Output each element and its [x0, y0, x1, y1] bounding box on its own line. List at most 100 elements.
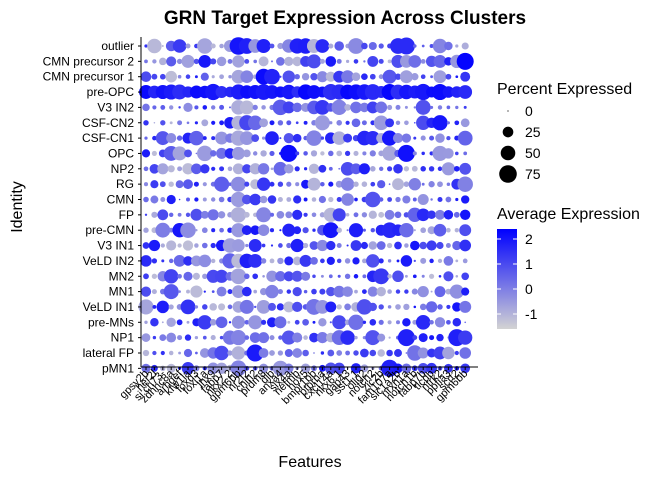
dot: [455, 275, 459, 278]
dot: [311, 288, 317, 295]
dot: [361, 181, 368, 187]
dot: [435, 209, 445, 220]
dot: [269, 43, 275, 49]
dot: [359, 102, 370, 113]
dot: [166, 133, 177, 144]
dot: [152, 59, 157, 64]
dot: [368, 210, 377, 219]
dot: [230, 191, 247, 208]
dot: [463, 151, 468, 156]
dot: [229, 106, 231, 109]
dot: [168, 181, 174, 187]
dot: [464, 321, 467, 324]
color-legend-label: 1: [525, 256, 533, 272]
dot: [168, 227, 174, 233]
dot: [430, 105, 434, 109]
dot: [429, 335, 435, 341]
dot: [413, 259, 416, 263]
dot: [397, 329, 415, 347]
dot: [264, 68, 280, 85]
y-tick-label: lateral FP: [83, 346, 134, 360]
dot: [419, 303, 427, 311]
dot: [261, 136, 266, 140]
dot: [269, 258, 275, 264]
dot: [242, 164, 252, 174]
dot: [381, 130, 398, 146]
dot: [395, 320, 401, 325]
dot: [426, 240, 437, 251]
dot: [310, 73, 318, 81]
dot: [165, 70, 177, 83]
y-tick-label: pre-MNs: [88, 315, 134, 329]
dot: [394, 211, 402, 219]
dot: [399, 222, 414, 238]
dot: [384, 209, 395, 220]
dot: [437, 258, 443, 264]
dot: [432, 145, 448, 161]
dot: [370, 228, 375, 233]
dot: [312, 320, 316, 324]
dot: [382, 69, 397, 84]
dot: [195, 152, 198, 155]
dot: [353, 150, 359, 156]
dot: [197, 145, 213, 162]
dot: [292, 209, 303, 220]
dot: [232, 163, 244, 175]
dot: [454, 228, 459, 233]
dot: [253, 59, 258, 64]
dot: [393, 164, 403, 174]
dot: [283, 271, 294, 282]
y-tick-label: CSF-CN2: [82, 116, 134, 130]
dot: [336, 350, 343, 356]
dot: [404, 243, 409, 248]
dot: [210, 335, 216, 341]
y-tick-label: NP1: [111, 331, 135, 345]
dot: [446, 227, 451, 233]
dot: [453, 211, 460, 218]
dot: [209, 303, 217, 311]
y-tick-label: pre-CMN: [85, 223, 134, 237]
dot: [352, 257, 360, 265]
dot: [163, 284, 179, 300]
dot: [195, 351, 198, 355]
dot: [442, 86, 455, 98]
color-bar: [497, 229, 517, 329]
dot: [403, 166, 410, 172]
dot: [244, 320, 250, 325]
dot: [299, 254, 312, 267]
dot: [275, 271, 286, 282]
dot: [455, 75, 459, 79]
dot: [427, 348, 437, 358]
dot: [141, 333, 151, 342]
dot: [254, 305, 257, 309]
dot: [256, 38, 271, 54]
dot: [360, 241, 368, 250]
size-legend-dot: [507, 110, 509, 112]
dot: [303, 335, 308, 340]
dot: [219, 335, 224, 340]
dot: [173, 255, 186, 267]
y-tick-label: MN1: [109, 285, 135, 299]
dot: [387, 305, 392, 309]
dot: [256, 300, 271, 314]
y-tick-label: VeLD IN2: [83, 254, 135, 268]
dot: [303, 167, 308, 171]
dot: [332, 315, 347, 330]
dot: [228, 75, 232, 79]
dot: [394, 73, 402, 80]
dot: [244, 273, 250, 280]
dot: [191, 255, 202, 267]
dot: [144, 320, 148, 324]
dot: [443, 148, 454, 159]
dot: [214, 345, 229, 361]
dot: [286, 197, 292, 202]
dot: [251, 134, 260, 142]
y-tick-label: pre-OPC: [87, 85, 135, 99]
dot: [394, 349, 402, 357]
dot: [259, 118, 269, 128]
dot: [292, 56, 303, 67]
dot: [209, 150, 217, 157]
chart-title: GRN Target Expression Across Clusters: [164, 8, 526, 29]
dot: [445, 288, 452, 295]
dot: [413, 121, 416, 124]
